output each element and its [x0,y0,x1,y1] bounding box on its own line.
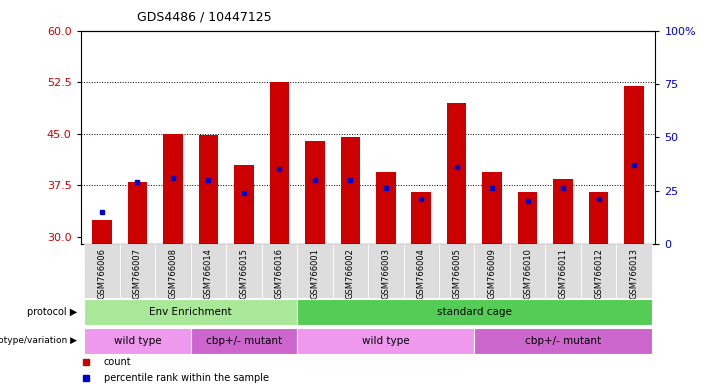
Bar [341,137,360,244]
Text: GSM766015: GSM766015 [239,248,248,299]
Bar [581,244,616,298]
Bar [155,244,191,298]
Text: GSM766011: GSM766011 [559,248,568,299]
Text: GSM766007: GSM766007 [133,248,142,299]
Text: Env Enrichment: Env Enrichment [149,307,232,317]
Text: standard cage: standard cage [437,307,512,317]
Bar [404,244,439,298]
Bar [368,244,404,298]
Bar [439,244,475,298]
Bar [475,328,652,354]
Text: wild type: wild type [114,336,161,346]
Text: genotype/variation ▶: genotype/variation ▶ [0,336,77,345]
Bar [510,244,545,298]
Text: GSM766002: GSM766002 [346,248,355,299]
Bar [128,182,147,244]
Bar [92,220,111,244]
Text: GSM766010: GSM766010 [523,248,532,299]
Text: percentile rank within the sample: percentile rank within the sample [104,373,268,383]
Bar [297,328,475,354]
Text: GSM766003: GSM766003 [381,248,390,299]
Text: protocol ▶: protocol ▶ [27,307,77,317]
Bar [261,244,297,298]
Text: GSM766013: GSM766013 [629,248,639,299]
Bar [589,192,608,244]
Bar [84,299,297,325]
Bar [84,244,120,298]
Bar [518,192,538,244]
Text: wild type: wild type [362,336,409,346]
Bar [411,192,431,244]
Bar [545,244,581,298]
Bar [625,86,644,244]
Text: cbp+/- mutant: cbp+/- mutant [525,336,601,346]
Text: GDS4486 / 10447125: GDS4486 / 10447125 [137,10,271,23]
Text: GSM766004: GSM766004 [417,248,426,299]
Bar [120,244,155,298]
Bar [297,299,652,325]
Bar [616,244,652,298]
Bar [297,244,332,298]
Text: GSM766012: GSM766012 [594,248,603,299]
Text: GSM766006: GSM766006 [97,248,107,299]
Text: count: count [104,358,131,367]
Bar [305,141,325,244]
Bar [234,165,254,244]
Bar [163,134,183,244]
Bar [191,244,226,298]
Bar [376,172,395,244]
Bar [475,244,510,298]
Bar [332,244,368,298]
Bar [198,135,218,244]
Text: GSM766014: GSM766014 [204,248,213,299]
Bar [482,172,502,244]
Text: GSM766001: GSM766001 [311,248,319,299]
Text: cbp+/- mutant: cbp+/- mutant [206,336,282,346]
Bar [84,328,191,354]
Bar [270,82,289,244]
Bar [191,328,297,354]
Text: GSM766008: GSM766008 [168,248,177,299]
Text: GSM766016: GSM766016 [275,248,284,299]
Bar [447,103,466,244]
Text: GSM766005: GSM766005 [452,248,461,299]
Bar [226,244,261,298]
Text: GSM766009: GSM766009 [488,248,497,299]
Bar [553,179,573,244]
